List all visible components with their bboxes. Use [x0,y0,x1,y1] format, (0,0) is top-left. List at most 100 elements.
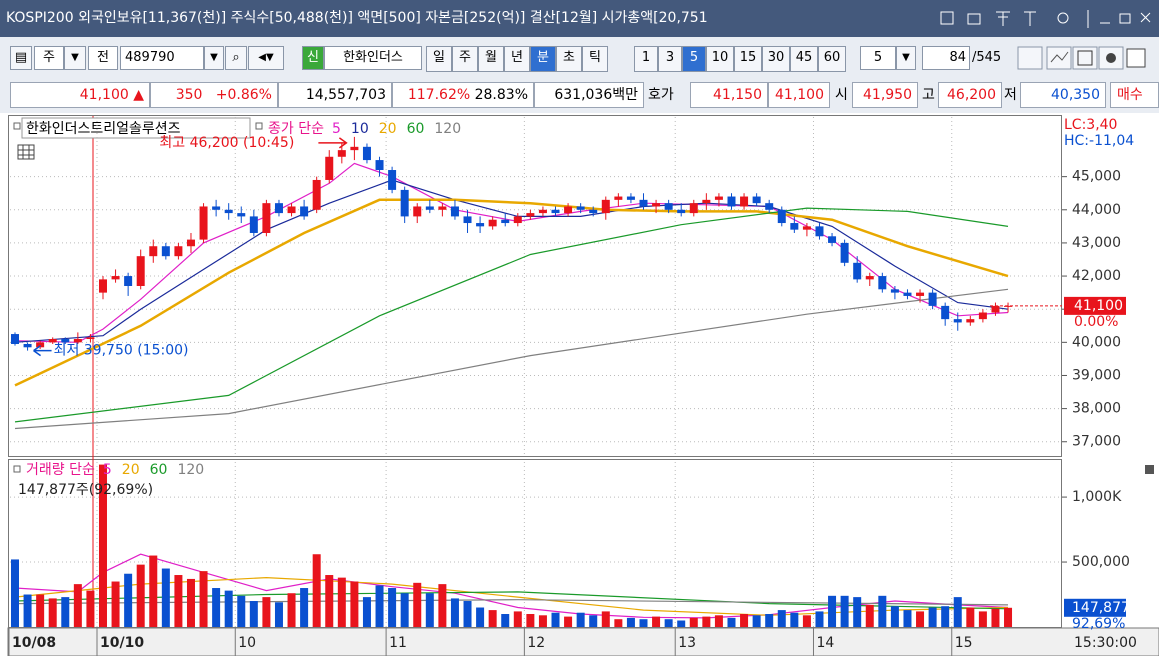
name-box [21,117,251,139]
icon [1106,53,1116,63]
interval-button[interactable]: 15 [734,46,762,72]
candle-body [350,146,359,151]
interval-button[interactable]: 1 [634,46,658,72]
volume-bar [865,604,874,627]
volume-bar [978,611,987,627]
y-tick-label: 40,000 [1072,334,1121,350]
type-select[interactable]: 주 [34,46,64,70]
candle-body [953,319,962,323]
grid-icon[interactable] [17,144,35,160]
price: 41,100 ▲ [10,82,150,108]
label: 시 [835,87,848,103]
count-input[interactable]: 84 [922,46,970,70]
volume-bar [362,597,371,627]
interval-box[interactable]: 5 [860,46,896,70]
y-tick-label: 37,000 [1072,434,1121,450]
count-total: /545 [972,50,1002,65]
volume-bar [212,588,221,627]
y-tick-label: 42,000 [1072,268,1121,284]
candle-body [186,239,195,247]
volume-bar [36,594,45,627]
volume-bar [86,590,95,627]
volume-bar [840,595,849,627]
candle-body [828,236,837,243]
buy-button[interactable]: 매수 [1110,82,1159,108]
candle-body [438,206,447,210]
period-button[interactable]: 초 [556,46,582,72]
icon [13,465,21,473]
volume-bar [61,597,70,627]
volume-bar [300,588,309,627]
volume-info: 147,877주(92,69%) [18,482,153,498]
icon[interactable] [1024,11,1036,26]
volume-bar [274,602,283,627]
grid-icon [18,145,34,159]
volume-bar [890,606,899,627]
dropdown[interactable]: ▼ [64,46,86,70]
interval-button[interactable]: 30 [762,46,790,72]
volume-bar [928,607,937,627]
volume-bar [149,555,158,627]
period-button[interactable]: 주 [452,46,478,72]
interval-button[interactable]: 5 [682,46,706,72]
icon[interactable] [1017,46,1043,70]
interval-button[interactable]: 3 [658,46,682,72]
candle-body [865,276,874,280]
search[interactable]: ⌕ [225,46,247,70]
period-button[interactable]: 년 [504,46,530,72]
candle-body [249,216,258,233]
interval-button[interactable]: 45 [790,46,818,72]
icon[interactable] [940,11,954,25]
volume-bar [853,597,862,627]
interval-button[interactable]: 10 [706,46,734,72]
price-panel [8,115,1062,457]
period-button[interactable]: 월 [478,46,504,72]
period-button[interactable]: 틱 [582,46,608,72]
label: 저 [1004,87,1017,103]
candle-body [312,179,321,210]
legend-entry: 120 [434,121,461,137]
volume-bar [476,607,485,627]
volume-bar [702,616,711,627]
candle-body [124,276,133,286]
icon[interactable] [967,13,981,25]
volume-bar [538,615,547,627]
candle-body [966,319,975,323]
interval-button[interactable]: 60 [818,46,846,72]
sound[interactable]: ◀▼ [248,46,284,70]
volume-bar [501,614,510,627]
candle-body [425,206,434,210]
period-button[interactable]: 분 [530,46,556,72]
menu-icon[interactable]: ▤ [10,46,32,70]
candle-body [664,203,673,210]
volume-tag-label: 147,877 [1072,600,1130,616]
icon[interactable] [996,11,1010,26]
maximize[interactable] [1119,13,1131,24]
volume-bar [601,611,610,627]
candle-body [136,256,145,286]
candle-body [36,342,45,348]
volume-bar [48,598,57,627]
close[interactable] [1140,12,1151,23]
volume-bar [287,593,296,627]
save[interactable] [1072,46,1098,70]
dropdown[interactable]: ▼ [896,46,916,70]
volume-bar [664,619,673,627]
x-tick-label: 12 [527,635,545,651]
volume-bar [727,617,736,627]
icon[interactable] [1046,46,1072,70]
icon[interactable] [1057,12,1069,24]
code-input[interactable]: 489790 [120,46,204,70]
candle-body [740,196,749,207]
volume-tag [1064,598,1126,617]
volume-bar [425,593,434,627]
dropdown[interactable]: ▼ [204,46,224,70]
icon[interactable] [1145,465,1154,474]
checkbox[interactable] [1126,48,1146,68]
change-pct: +0.86% [215,87,272,103]
icon [13,122,21,130]
period-button[interactable]: 일 [426,46,452,72]
period-select[interactable]: 전 [88,46,118,70]
